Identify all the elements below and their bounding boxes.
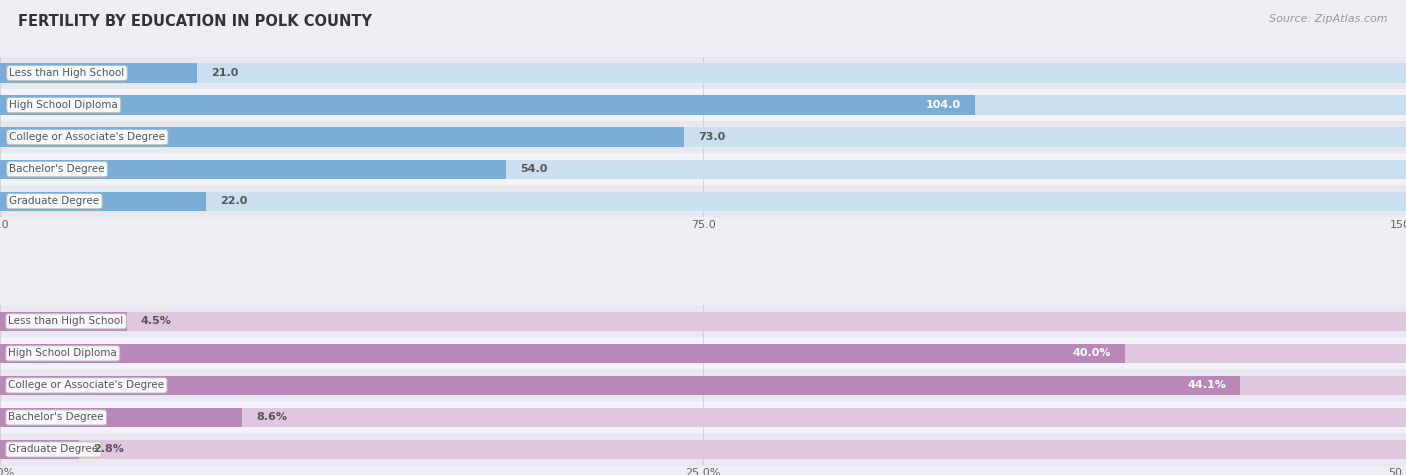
- Text: Graduate Degree: Graduate Degree: [10, 196, 100, 206]
- Bar: [0, 408, 1406, 427]
- Bar: [0, 185, 1406, 217]
- Bar: [0, 401, 1406, 434]
- Text: 40.0%: 40.0%: [1073, 348, 1111, 358]
- Text: 54.0: 54.0: [520, 164, 547, 174]
- Text: 4.5%: 4.5%: [141, 316, 172, 326]
- Bar: [0, 191, 207, 211]
- Text: Bachelor's Degree: Bachelor's Degree: [8, 412, 104, 422]
- Bar: [0, 440, 1406, 459]
- Text: 21.0: 21.0: [211, 68, 238, 78]
- Text: 8.6%: 8.6%: [256, 412, 287, 422]
- Bar: [0, 57, 1406, 89]
- Bar: [0, 337, 1406, 370]
- Bar: [0, 370, 1406, 401]
- Text: 2.8%: 2.8%: [93, 445, 124, 455]
- Bar: [0, 312, 127, 331]
- Text: 73.0: 73.0: [699, 132, 725, 142]
- Text: College or Associate's Degree: College or Associate's Degree: [8, 380, 165, 390]
- Bar: [0, 95, 1406, 114]
- Bar: [0, 344, 1406, 363]
- Bar: [0, 127, 685, 147]
- Bar: [0, 440, 79, 459]
- Text: Graduate Degree: Graduate Degree: [8, 445, 98, 455]
- Bar: [0, 160, 1406, 179]
- Bar: [0, 63, 197, 83]
- Text: Less than High School: Less than High School: [8, 316, 124, 326]
- Bar: [0, 376, 1406, 395]
- Text: Bachelor's Degree: Bachelor's Degree: [10, 164, 105, 174]
- Bar: [0, 305, 1406, 337]
- Bar: [0, 121, 1406, 153]
- Bar: [0, 63, 1406, 83]
- Bar: [0, 376, 1240, 395]
- Bar: [0, 153, 1406, 185]
- Bar: [0, 408, 242, 427]
- Text: College or Associate's Degree: College or Associate's Degree: [10, 132, 166, 142]
- Text: Less than High School: Less than High School: [10, 68, 125, 78]
- Text: FERTILITY BY EDUCATION IN POLK COUNTY: FERTILITY BY EDUCATION IN POLK COUNTY: [18, 14, 373, 29]
- Bar: [0, 312, 1406, 331]
- Text: 44.1%: 44.1%: [1187, 380, 1226, 390]
- Text: High School Diploma: High School Diploma: [10, 100, 118, 110]
- Bar: [0, 344, 1125, 363]
- Text: 104.0: 104.0: [925, 100, 960, 110]
- Bar: [0, 95, 974, 114]
- Bar: [0, 160, 506, 179]
- Text: 22.0: 22.0: [221, 196, 247, 206]
- Bar: [0, 127, 1406, 147]
- Bar: [0, 191, 1406, 211]
- Text: Source: ZipAtlas.com: Source: ZipAtlas.com: [1270, 14, 1388, 24]
- Text: High School Diploma: High School Diploma: [8, 348, 117, 358]
- Bar: [0, 89, 1406, 121]
- Bar: [0, 434, 1406, 466]
